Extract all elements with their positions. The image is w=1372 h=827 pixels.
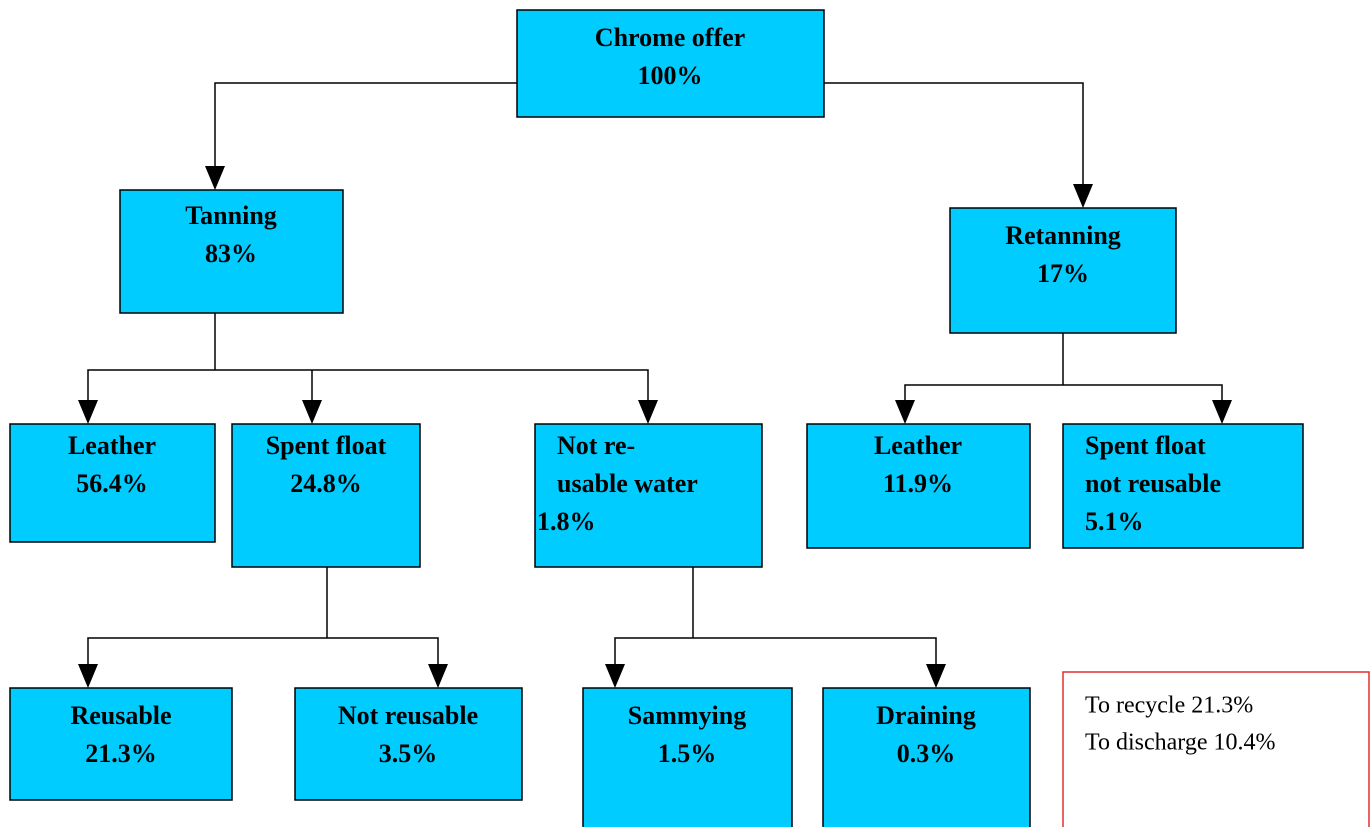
node-label: 100% [638, 61, 703, 90]
node-label: Leather [68, 431, 156, 460]
node-label: 83% [205, 239, 257, 268]
summary-line: To discharge 10.4% [1085, 730, 1276, 756]
node-label: 1.8% [537, 507, 596, 536]
node-label: 0.3% [897, 739, 956, 768]
node-label: 1.5% [658, 739, 717, 768]
node-box [949, 207, 1177, 334]
connector [214, 82, 517, 168]
node-label: Draining [876, 701, 976, 730]
arrow [302, 400, 322, 424]
node-box [806, 423, 1031, 549]
arrow [205, 166, 225, 190]
node-label: 21.3% [85, 739, 157, 768]
node-label: Not re- [557, 431, 635, 460]
arrow [895, 400, 915, 424]
node-label: Spent float [1085, 431, 1206, 460]
node-label: 24.8% [290, 469, 362, 498]
node-label: not reusable [1085, 469, 1221, 498]
node-box [534, 423, 763, 568]
node-box [119, 189, 344, 314]
arrow [638, 400, 658, 424]
node-label: Leather [874, 431, 962, 460]
node-box [9, 423, 216, 543]
node-box [516, 9, 825, 118]
connectors [78, 82, 1232, 688]
arrow [78, 400, 98, 424]
node-box [294, 687, 523, 801]
node-label: Retanning [1005, 221, 1121, 250]
node-box [9, 687, 233, 801]
node-label: usable water [557, 469, 698, 498]
connector [614, 637, 937, 666]
node-box [1062, 423, 1304, 549]
connector [87, 637, 439, 666]
node-label: Chrome offer [595, 23, 745, 52]
connector [87, 369, 649, 402]
connector [824, 82, 1084, 186]
node-label: Not reusable [338, 701, 478, 730]
summary-line: To recycle 21.3% [1085, 693, 1253, 719]
node-label: 3.5% [379, 739, 438, 768]
node-label: Reusable [70, 701, 171, 730]
arrow [926, 664, 946, 688]
node-label: Sammying [628, 701, 746, 730]
arrow [1073, 184, 1093, 208]
node-label: 11.9% [883, 469, 953, 498]
node-box [822, 687, 1031, 827]
node-label: Tanning [185, 201, 277, 230]
node-box [582, 687, 793, 827]
node-label: 17% [1037, 259, 1089, 288]
connector [904, 384, 1223, 402]
node-label: 56.4% [76, 469, 148, 498]
node-box [231, 423, 421, 568]
node-label: Spent float [266, 431, 387, 460]
arrow [605, 664, 625, 688]
summary-box [1062, 671, 1370, 827]
node-label: 5.1% [1085, 507, 1144, 536]
arrow [1212, 400, 1232, 424]
arrow [428, 664, 448, 688]
arrow [78, 664, 98, 688]
